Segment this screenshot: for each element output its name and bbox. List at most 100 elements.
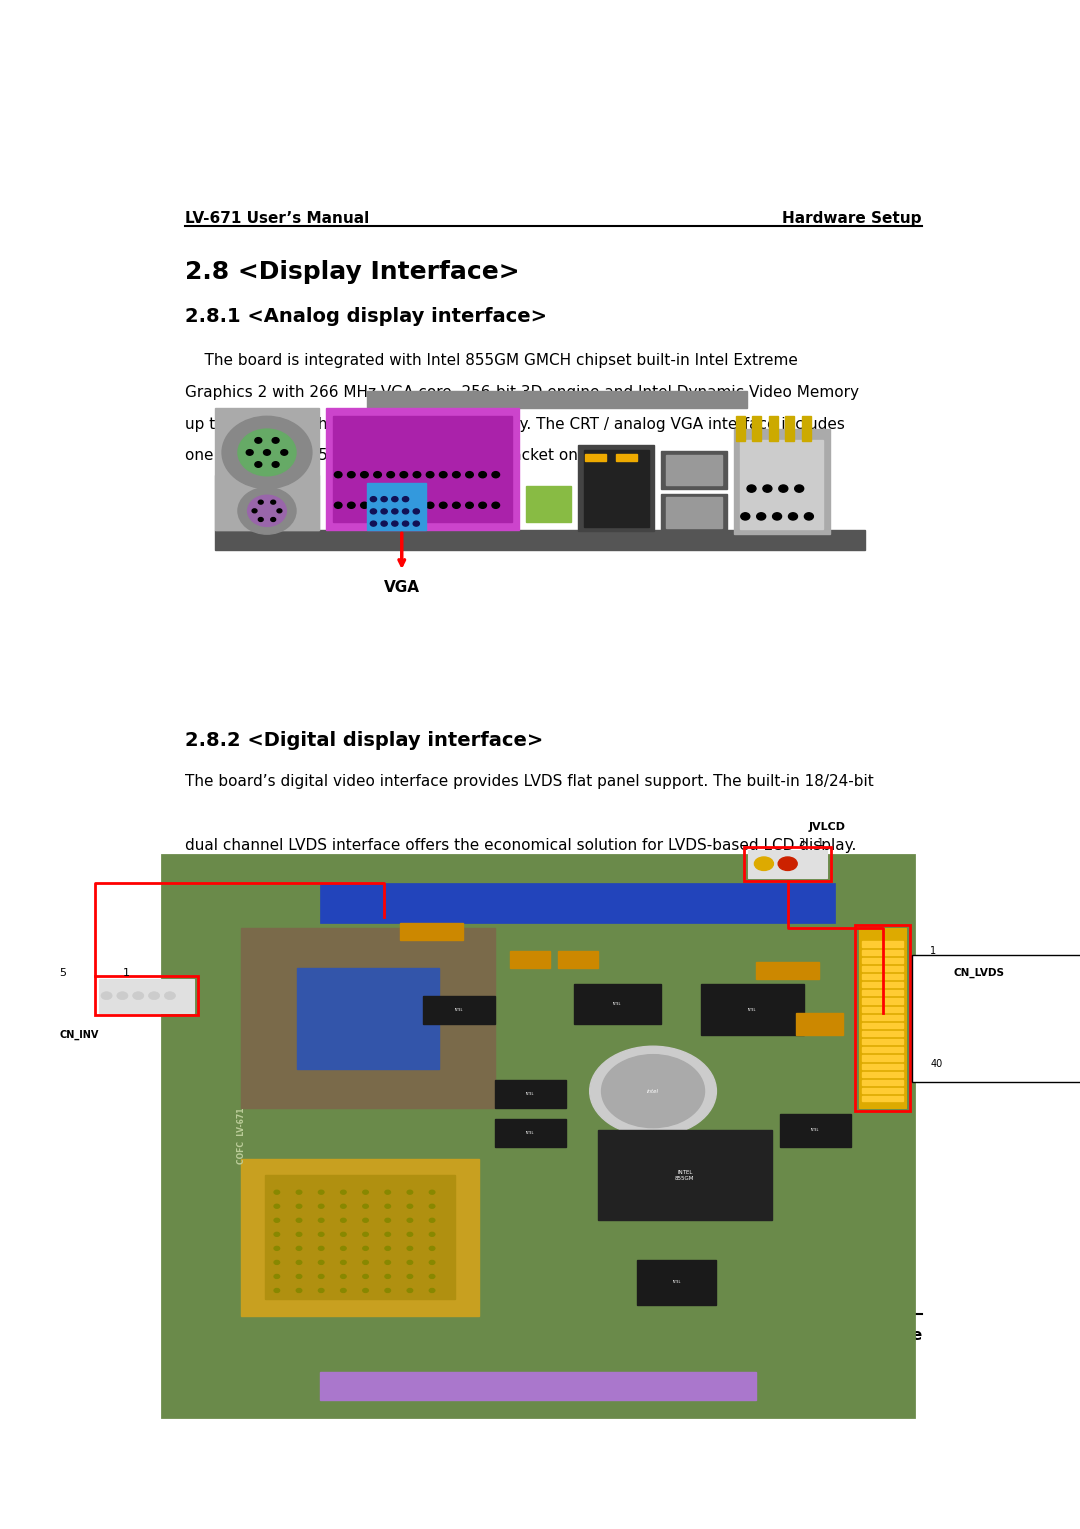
Text: 2.8.2 <Digital display interface>: 2.8.2 <Digital display interface> <box>186 731 543 749</box>
Circle shape <box>414 502 421 508</box>
Bar <box>333 416 512 521</box>
Circle shape <box>274 1260 280 1264</box>
Circle shape <box>149 992 160 1000</box>
Circle shape <box>272 462 279 468</box>
Circle shape <box>407 1205 413 1208</box>
Text: one external DB15 female connector on bracket on board.: one external DB15 female connector on br… <box>186 448 632 463</box>
Bar <box>578 445 654 532</box>
Text: 24: 24 <box>186 1327 206 1342</box>
Circle shape <box>387 502 394 508</box>
Text: INTEL
855GM: INTEL 855GM <box>675 1170 694 1180</box>
Circle shape <box>274 1275 280 1278</box>
Bar <box>326 408 519 531</box>
Circle shape <box>407 1219 413 1222</box>
Circle shape <box>363 1289 368 1292</box>
Bar <box>95 976 198 1015</box>
Circle shape <box>370 509 377 514</box>
Circle shape <box>319 1246 324 1251</box>
Circle shape <box>258 517 264 521</box>
Circle shape <box>117 992 127 1000</box>
Circle shape <box>407 1246 413 1251</box>
Circle shape <box>429 1205 435 1208</box>
Circle shape <box>590 1046 716 1136</box>
Bar <box>98 979 193 1012</box>
Text: INTEL: INTEL <box>613 1001 622 1006</box>
Text: intel: intel <box>647 1089 659 1093</box>
Bar <box>862 1055 903 1061</box>
Circle shape <box>222 416 312 489</box>
Bar <box>701 985 804 1035</box>
Circle shape <box>281 450 287 456</box>
Bar <box>862 1006 903 1012</box>
Text: INTEL: INTEL <box>673 1280 681 1284</box>
Bar <box>423 995 495 1024</box>
Circle shape <box>319 1219 324 1222</box>
Circle shape <box>407 1232 413 1237</box>
Bar <box>862 1064 903 1069</box>
Circle shape <box>762 485 772 492</box>
Circle shape <box>164 992 175 1000</box>
Bar <box>661 451 727 489</box>
Circle shape <box>757 512 766 520</box>
Circle shape <box>319 1289 324 1292</box>
Bar <box>862 1089 903 1093</box>
Bar <box>733 428 831 534</box>
Bar <box>665 454 721 485</box>
Bar <box>495 1119 566 1147</box>
Circle shape <box>252 509 257 512</box>
Circle shape <box>414 509 419 514</box>
Circle shape <box>335 471 342 477</box>
Bar <box>862 966 903 971</box>
Text: CN_INV: CN_INV <box>59 1029 98 1040</box>
Text: INTEL: INTEL <box>811 1128 820 1133</box>
Circle shape <box>602 1055 704 1128</box>
Circle shape <box>392 509 397 514</box>
Bar <box>862 1015 903 1020</box>
Circle shape <box>340 1219 346 1222</box>
Circle shape <box>274 1232 280 1237</box>
Circle shape <box>274 1289 280 1292</box>
Circle shape <box>492 502 500 508</box>
Bar <box>862 957 903 963</box>
Circle shape <box>788 512 797 520</box>
Circle shape <box>319 1232 324 1237</box>
Bar <box>297 968 440 1069</box>
Circle shape <box>348 502 355 508</box>
Circle shape <box>363 1232 368 1237</box>
Bar <box>558 951 597 968</box>
Circle shape <box>258 500 264 505</box>
Circle shape <box>429 1275 435 1278</box>
Circle shape <box>429 1246 435 1251</box>
Text: INTEL: INTEL <box>526 1092 535 1096</box>
Bar <box>748 850 827 878</box>
Circle shape <box>272 437 279 443</box>
Bar <box>752 416 761 442</box>
Circle shape <box>374 471 381 477</box>
Bar <box>665 497 721 528</box>
Bar <box>241 928 495 1109</box>
Circle shape <box>102 992 112 1000</box>
Circle shape <box>296 1232 301 1237</box>
Circle shape <box>363 1246 368 1251</box>
Circle shape <box>361 471 368 477</box>
Circle shape <box>387 471 394 477</box>
Bar <box>855 925 910 1110</box>
Circle shape <box>453 471 460 477</box>
Circle shape <box>429 1219 435 1222</box>
Text: VGA: VGA <box>383 581 420 595</box>
Circle shape <box>407 1289 413 1292</box>
Circle shape <box>340 1246 346 1251</box>
Circle shape <box>400 502 407 508</box>
Circle shape <box>755 856 773 870</box>
Bar <box>735 416 744 442</box>
Circle shape <box>363 1275 368 1278</box>
Text: dual channel LVDS interface offers the economical solution for LVDS-based LCD di: dual channel LVDS interface offers the e… <box>186 838 856 853</box>
Text: INTEL: INTEL <box>455 1008 463 1012</box>
Circle shape <box>384 1260 391 1264</box>
Circle shape <box>271 500 275 505</box>
Text: 2.8 <Display Interface>: 2.8 <Display Interface> <box>186 260 519 284</box>
Bar <box>769 416 778 442</box>
Bar <box>862 950 903 954</box>
Bar <box>862 1079 903 1086</box>
Circle shape <box>319 1205 324 1208</box>
